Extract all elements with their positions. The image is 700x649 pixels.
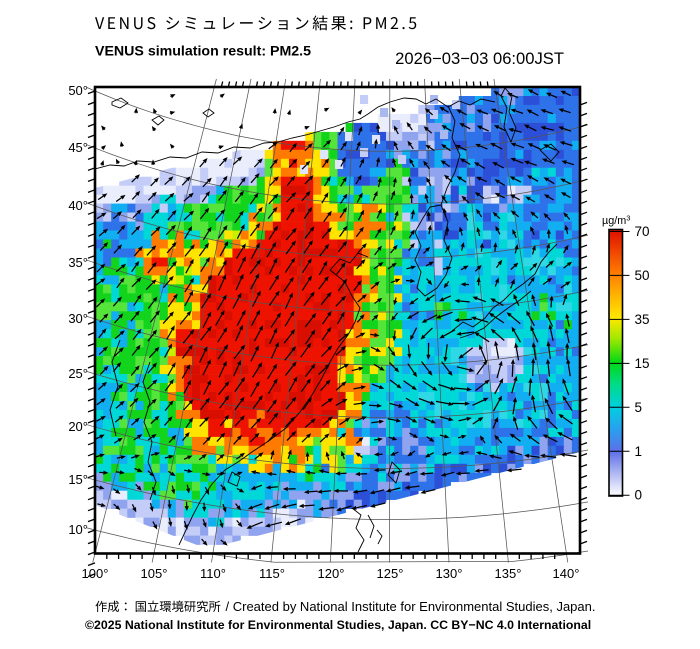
svg-text:VENUS simulation result: PM2.5: VENUS simulation result: PM2.5 — [95, 44, 311, 60]
svg-text:115°: 115° — [259, 566, 285, 581]
svg-text:40°: 40° — [68, 198, 88, 213]
svg-text:20°: 20° — [68, 419, 88, 434]
svg-text:135°: 135° — [495, 566, 522, 581]
svg-text:125°: 125° — [377, 566, 404, 581]
svg-text:35: 35 — [635, 312, 650, 327]
svg-text:100°: 100° — [82, 566, 109, 581]
svg-text:15°: 15° — [68, 472, 88, 487]
svg-text:15: 15 — [635, 356, 650, 371]
svg-text:35°: 35° — [68, 255, 88, 270]
svg-text:30°: 30° — [68, 311, 88, 326]
svg-text:110°: 110° — [200, 566, 226, 581]
svg-text:70: 70 — [635, 224, 650, 239]
svg-text:10°: 10° — [68, 522, 88, 537]
svg-text:25°: 25° — [68, 366, 88, 381]
svg-text:/ Created by National Institut: / Created by National Institute for Envi… — [226, 599, 596, 614]
svg-text:45°: 45° — [68, 140, 88, 155]
svg-text:105°: 105° — [141, 566, 168, 581]
svg-text:µg/m3: µg/m3 — [602, 214, 630, 228]
svg-text:2026−03−03 06:00JST: 2026−03−03 06:00JST — [395, 49, 564, 68]
svg-text:50: 50 — [635, 268, 650, 283]
svg-text:120°: 120° — [318, 566, 345, 581]
svg-text:130°: 130° — [436, 566, 463, 581]
svg-text:140°: 140° — [553, 566, 580, 581]
svg-text:©2025 National Institute for E: ©2025 National Institute for Environment… — [85, 618, 591, 632]
svg-text:5: 5 — [635, 400, 643, 415]
svg-text:50°: 50° — [68, 83, 88, 98]
svg-text:0: 0 — [635, 488, 643, 503]
svg-text:1: 1 — [635, 444, 643, 459]
